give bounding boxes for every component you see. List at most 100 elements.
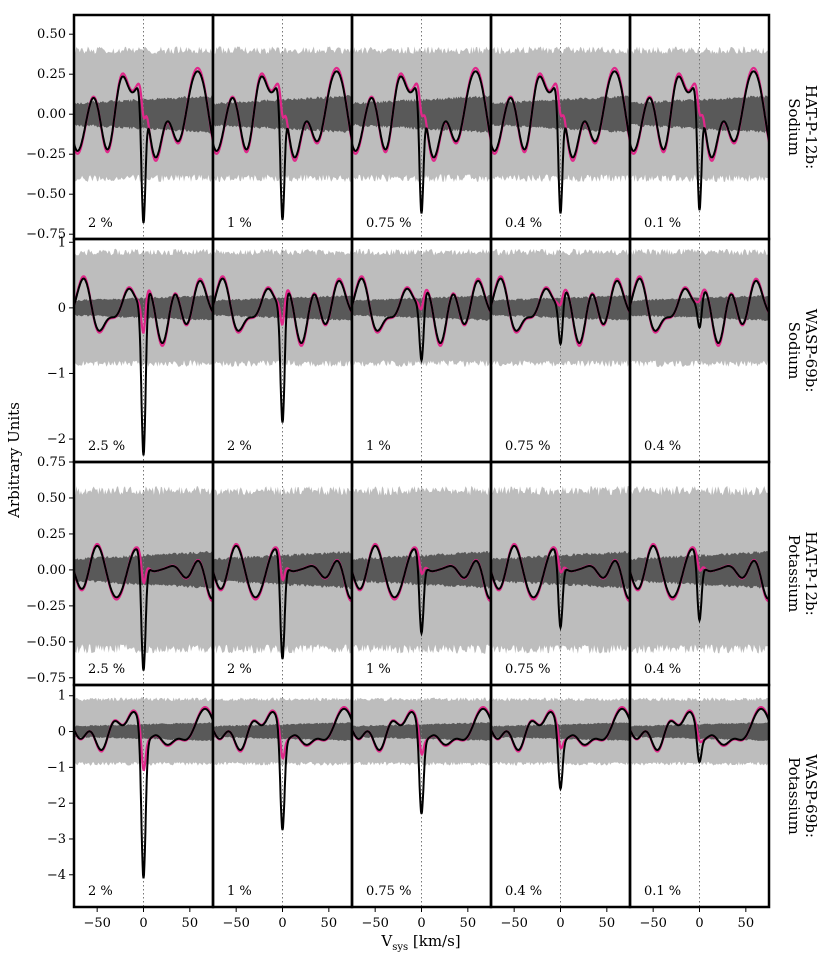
row-label-line2: Potassium bbox=[785, 757, 803, 835]
y-tick-label: −2 bbox=[47, 796, 66, 811]
panel bbox=[630, 462, 769, 685]
recovered-signal-line bbox=[213, 707, 352, 831]
y-tick-label: −3 bbox=[47, 832, 66, 847]
y-tick-label: 0.75 bbox=[37, 455, 66, 470]
injection-percent-label: 2 % bbox=[227, 662, 252, 677]
recovered-signal-line bbox=[74, 70, 213, 224]
x-tick-label: 0 bbox=[695, 916, 703, 931]
panel bbox=[74, 239, 213, 462]
y-tick-label: −0.50 bbox=[26, 635, 66, 650]
injection-percent-label: 0.4 % bbox=[644, 662, 681, 677]
recovered-signal-line bbox=[74, 707, 213, 879]
panel bbox=[491, 462, 630, 685]
injection-percent-label: 1 % bbox=[227, 884, 252, 899]
recovered-signal-line bbox=[491, 707, 630, 792]
injection-percent-label: 0.75 % bbox=[366, 884, 411, 899]
y-axis-label: Arbitrary Units bbox=[5, 402, 23, 519]
y-tick-label: 0.50 bbox=[37, 27, 66, 42]
y-tick-label: 1 bbox=[58, 689, 66, 704]
recovered-signal-line bbox=[630, 277, 769, 344]
row-label-line1: HAT-P-12b: bbox=[802, 531, 820, 615]
panel bbox=[74, 685, 213, 907]
panel bbox=[352, 462, 491, 685]
row-label: HAT-P-12b:Potassium bbox=[785, 531, 820, 615]
recovered-signal-line bbox=[352, 544, 491, 637]
row-label-line1: WASP-69b: bbox=[802, 754, 820, 838]
panel bbox=[352, 15, 491, 239]
x-axis-label-subscript: sys bbox=[392, 942, 408, 953]
y-tick-label: −2 bbox=[47, 432, 66, 447]
panel bbox=[630, 685, 769, 907]
injection-percent-label: 1 % bbox=[366, 662, 391, 677]
panel bbox=[630, 15, 769, 239]
x-tick-label: −50 bbox=[639, 916, 666, 931]
row-label-line2: Potassium bbox=[785, 535, 803, 613]
recovered-signal-line bbox=[352, 707, 491, 815]
x-tick-label: −50 bbox=[361, 916, 388, 931]
x-tick-label: 50 bbox=[460, 916, 477, 931]
x-tick-label: 0 bbox=[278, 916, 286, 931]
recovered-signal-line bbox=[630, 544, 769, 624]
y-tick-label: −0.25 bbox=[26, 599, 66, 614]
y-tick-label: 1 bbox=[58, 235, 66, 250]
x-tick-label: 50 bbox=[182, 916, 199, 931]
panel bbox=[491, 239, 630, 462]
injection-percent-label: 0.1 % bbox=[644, 884, 681, 899]
y-tick-label: −1 bbox=[47, 760, 66, 775]
recovered-signal-line bbox=[213, 544, 352, 660]
panel-grid: HAT-P-12b:Sodium0.500.250.00−0.25−0.50−0… bbox=[26, 13, 820, 931]
row-label: HAT-P-12b:Sodium bbox=[785, 85, 820, 169]
injection-percent-label: 0.75 % bbox=[505, 439, 550, 454]
injection-percent-label: 2.5 % bbox=[88, 662, 125, 677]
x-tick-label: −50 bbox=[500, 916, 527, 931]
row-label: WASP-69b:Potassium bbox=[785, 754, 820, 838]
y-tick-label: −0.75 bbox=[26, 227, 66, 242]
row-label-line2: Sodium bbox=[785, 98, 803, 156]
y-tick-label: −1 bbox=[47, 366, 66, 381]
injection-percent-label: 0.4 % bbox=[505, 216, 542, 231]
recovered-signal-line bbox=[491, 544, 630, 632]
y-tick-label: −4 bbox=[47, 868, 66, 883]
y-tick-label: 0.00 bbox=[37, 563, 66, 578]
y-tick-label: 0.00 bbox=[37, 107, 66, 122]
x-tick-label: 50 bbox=[321, 916, 338, 931]
x-tick-label: 50 bbox=[738, 916, 755, 931]
x-axis-label: Vsys [km/s] bbox=[380, 932, 460, 953]
x-tick-label: 50 bbox=[599, 916, 616, 931]
injection-percent-label: 2 % bbox=[227, 439, 252, 454]
y-tick-label: 0 bbox=[58, 301, 66, 316]
x-axis-label-unit: [km/s] bbox=[408, 932, 461, 950]
panel bbox=[74, 462, 213, 685]
injection-percent-label: 0.4 % bbox=[644, 439, 681, 454]
panel bbox=[630, 239, 769, 462]
injection-percent-label: 2.5 % bbox=[88, 439, 125, 454]
x-tick-label: 0 bbox=[556, 916, 564, 931]
row-label-line1: HAT-P-12b: bbox=[802, 85, 820, 169]
x-tick-label: −50 bbox=[222, 916, 249, 931]
injection-percent-label: 2 % bbox=[88, 884, 113, 899]
panel bbox=[352, 239, 491, 462]
panel bbox=[491, 685, 630, 907]
x-tick-label: −50 bbox=[83, 916, 110, 931]
y-tick-label: −0.25 bbox=[26, 147, 66, 162]
injection-percent-label: 0.75 % bbox=[366, 216, 411, 231]
y-tick-label: −0.75 bbox=[26, 671, 66, 686]
recovered-signal-line bbox=[74, 277, 213, 456]
panel bbox=[352, 685, 491, 907]
panel bbox=[213, 15, 352, 239]
injection-percent-label: 2 % bbox=[88, 216, 113, 231]
injection-percent-label: 1 % bbox=[366, 439, 391, 454]
y-tick-label: 0.25 bbox=[37, 527, 66, 542]
recovered-signal-line bbox=[74, 544, 213, 671]
recovered-signal-line bbox=[213, 277, 352, 423]
recovered-signal-line bbox=[352, 277, 491, 364]
row-label-line2: Sodium bbox=[785, 322, 803, 380]
recovered-signal-line bbox=[352, 70, 491, 214]
y-tick-label: 0 bbox=[58, 725, 66, 740]
row-label: WASP-69b:Sodium bbox=[785, 309, 820, 393]
panel bbox=[74, 15, 213, 239]
panel bbox=[213, 462, 352, 685]
x-tick-label: 0 bbox=[139, 916, 147, 931]
recovered-signal-line bbox=[630, 70, 769, 211]
